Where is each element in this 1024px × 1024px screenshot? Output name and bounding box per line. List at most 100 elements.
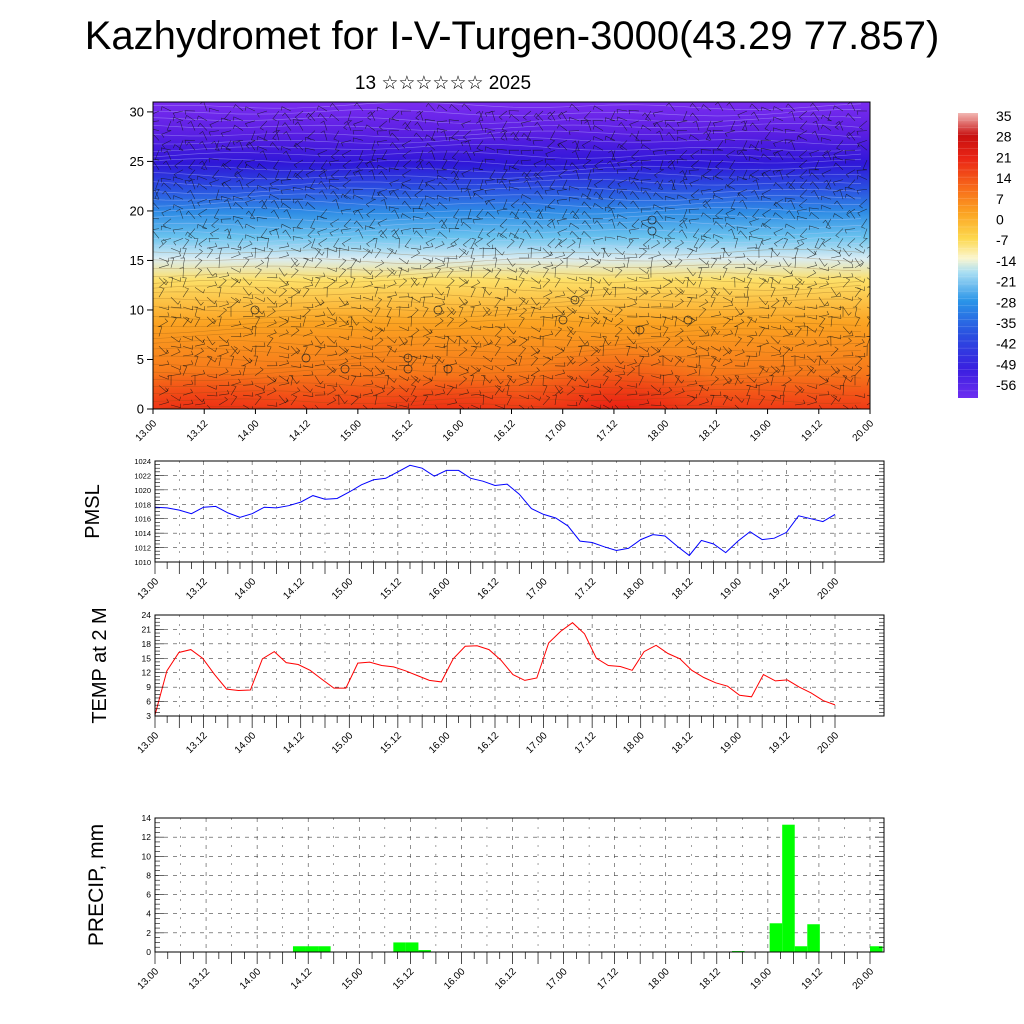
wind-barb [722,394,733,402]
wind-barb [772,169,784,175]
wind-barb [758,395,766,406]
wind-barb [398,257,409,265]
wind-barb [830,314,842,319]
wind-barb [166,120,172,131]
wind-barb [355,228,364,239]
isotherm-line [153,178,862,187]
wind-barb [758,365,769,373]
x-tick-label: 20.00 [816,576,842,602]
calm-circle [635,325,645,335]
wind-barb [856,110,868,115]
wind-barb [616,116,628,122]
wind-barb [434,317,444,327]
wind-barb [638,248,647,259]
wind-barb [698,238,706,249]
wind-barb [674,247,680,259]
wind-barb [806,398,818,406]
wind-barb [206,391,218,397]
x-tick-label: 19.12 [767,730,793,756]
wind-barb [720,247,726,259]
wind-barb [554,385,564,395]
wind-barb [218,336,229,344]
wind-barb [746,267,753,278]
wind-barb [294,140,304,149]
wind-barb [578,394,584,406]
wind-barb [616,214,628,220]
wind-barb [314,404,324,409]
wind-barb [650,385,661,393]
x-tick-label: 13.12 [185,418,211,444]
wind-barb [518,316,525,327]
wind-barb [170,247,182,253]
x-tick-label: 17.00 [544,966,570,992]
colorbar-label: 14 [996,170,1012,186]
wind-barb [404,238,412,249]
wind-barb [413,230,424,239]
wind-barb [194,267,203,278]
wind-barb [674,316,686,323]
wind-barb [272,130,280,141]
wind-barb [386,345,397,353]
wind-barb [256,110,268,118]
wind-barb [616,109,628,114]
wind-barb [784,139,796,144]
wind-barb [846,208,856,218]
wind-barb [428,150,436,161]
wind-barb [758,277,767,288]
wind-barb [496,208,508,215]
wind-barb [542,375,554,380]
wind-barb [326,316,338,321]
wind-barb [626,286,638,291]
wind-barb [599,345,604,357]
wind-barb [730,120,736,131]
wind-barb [715,208,724,219]
wind-barb [162,190,172,200]
wind-barb [374,284,386,289]
wind-barb [652,204,664,210]
wind-barb [364,225,376,230]
wind-barb [173,182,184,190]
wind-barb [530,326,542,333]
wind-barb [662,370,674,376]
wind-barb [352,194,364,200]
wind-barb [326,247,338,253]
y-axis-label: PRECIP, mm [85,824,108,946]
wind-barb [558,111,568,121]
wind-barb [264,257,270,268]
wind-barb [290,375,300,385]
wind-barb [794,366,803,376]
wind-barb [842,331,854,337]
wind-barb [245,163,256,171]
x-tick-label: 16.12 [492,418,518,444]
wind-barb [293,142,304,151]
wind-barb [400,213,412,220]
wind-barb [705,130,712,141]
wind-barb [338,279,349,288]
wind-barb [374,388,385,396]
wind-barb [377,189,388,197]
wind-barb [761,238,772,246]
wind-barb [533,172,544,180]
wind-barb [470,238,477,249]
wind-barb [858,120,868,130]
wind-barb [614,262,626,269]
wind-barb [329,218,340,227]
wind-barb [434,334,446,340]
y-tick-label: 15 [142,653,152,663]
wind-barb [617,143,628,151]
wind-barb [530,367,540,376]
wind-barb [173,238,184,246]
wind-barb [343,120,352,131]
wind-barb [760,140,771,145]
wind-barb [362,274,374,280]
wind-barb [590,345,601,354]
x-tick-label: 16.00 [442,966,468,992]
wind-barb [664,207,676,212]
wind-barb [857,140,868,148]
wind-barb [724,130,736,137]
wind-barb [386,267,397,276]
wind-barb [654,169,664,179]
wind-barb [352,169,364,177]
wind-barb [310,218,316,229]
wind-barb [739,199,748,210]
